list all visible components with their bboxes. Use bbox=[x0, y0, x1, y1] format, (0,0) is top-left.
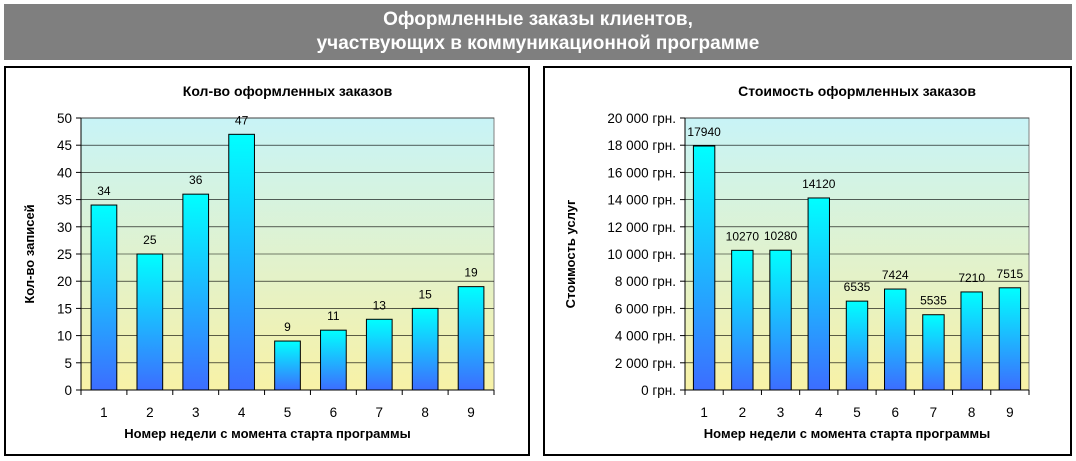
x-tick-label: 4 bbox=[815, 405, 823, 420]
data-label: 11 bbox=[327, 309, 340, 323]
x-tick-label: 6 bbox=[891, 405, 899, 420]
x-tick-label: 5 bbox=[853, 405, 861, 420]
data-label: 7515 bbox=[997, 267, 1024, 281]
bar bbox=[807, 197, 830, 391]
y-axis-title: Кол-во записей bbox=[22, 204, 37, 303]
page-header: Оформленные заказы клиентов, участвующих… bbox=[4, 4, 1072, 60]
y-tick-label: 30 bbox=[57, 220, 72, 235]
y-tick-label: 15 bbox=[57, 301, 72, 316]
data-label: 7210 bbox=[958, 271, 985, 285]
bar bbox=[731, 249, 754, 391]
y-tick-label: 6 000 грн. bbox=[615, 301, 676, 316]
bar bbox=[182, 193, 210, 391]
orders-count-chart-panel: 0 5 10 15 20 25 30 35 40 45 50 34 1 25 2 36 3 47 4 9 5 11 6 13 7… bbox=[4, 66, 530, 456]
header-title-line-2: участвующих в коммуникационной программе bbox=[316, 33, 760, 54]
x-tick-label: 3 bbox=[192, 405, 200, 420]
bar bbox=[960, 291, 983, 391]
y-axis-title: Стоимость услуг bbox=[563, 199, 578, 308]
orders-cost-chart-panel: 0 грн. 2 000 грн. 4 000 грн. 6 000 грн. 8 00… bbox=[543, 66, 1072, 456]
y-tick-label: 45 bbox=[57, 138, 72, 153]
data-label: 14120 bbox=[802, 177, 836, 191]
y-tick-label: 18 000 грн. bbox=[607, 138, 676, 153]
bar bbox=[320, 329, 347, 391]
x-tick-label: 6 bbox=[330, 405, 338, 420]
data-label: 7424 bbox=[882, 268, 909, 282]
data-label: 17940 bbox=[687, 125, 721, 139]
y-tick-label: 40 bbox=[57, 165, 72, 180]
x-tick-label: 1 bbox=[700, 405, 708, 420]
bar bbox=[884, 288, 907, 391]
y-tick-label: 10 000 грн. bbox=[607, 247, 676, 262]
bar bbox=[228, 133, 255, 391]
y-tick-label: 14 000 грн. bbox=[607, 193, 676, 208]
bar bbox=[457, 286, 485, 391]
data-label: 36 bbox=[189, 173, 203, 187]
x-tick-label: 9 bbox=[467, 405, 475, 420]
bar bbox=[845, 300, 869, 391]
data-label: 10270 bbox=[726, 229, 760, 243]
data-label: 5535 bbox=[920, 294, 947, 308]
x-tick-label: 2 bbox=[146, 405, 154, 420]
bar bbox=[411, 307, 439, 391]
y-tick-label: 8 000 грн. bbox=[615, 274, 676, 289]
bar bbox=[365, 318, 393, 391]
orders-cost-chart: 0 грн. 2 000 грн. 4 000 грн. 6 000 грн. 8 00… bbox=[563, 83, 1030, 441]
x-tick-label: 9 bbox=[1006, 405, 1014, 420]
x-tick-label: 5 bbox=[284, 405, 292, 420]
data-label: 6535 bbox=[844, 280, 871, 294]
y-tick-label: 20 bbox=[57, 274, 72, 289]
x-axis-title: Номер недели с момента старта программы bbox=[704, 426, 990, 441]
chart-title: Кол-во оформленных заказов bbox=[183, 83, 393, 99]
bar bbox=[998, 287, 1022, 391]
bar bbox=[90, 204, 118, 391]
header-title-line-1: Оформленные заказы клиентов, bbox=[383, 9, 693, 30]
bar bbox=[692, 145, 716, 391]
y-tick-label: 12 000 грн. bbox=[607, 220, 676, 235]
data-label: 13 bbox=[373, 298, 387, 312]
data-label: 34 bbox=[97, 184, 111, 198]
data-label: 9 bbox=[284, 320, 291, 334]
bar bbox=[136, 253, 164, 391]
y-tick-label: 5 bbox=[64, 356, 72, 371]
x-tick-label: 4 bbox=[238, 405, 246, 420]
y-tick-label: 35 bbox=[57, 193, 72, 208]
chart-title: Стоимость оформленных заказов bbox=[738, 83, 976, 99]
y-tick-label: 0 bbox=[64, 383, 72, 398]
x-tick-label: 8 bbox=[421, 405, 429, 420]
data-label: 47 bbox=[235, 113, 249, 127]
bar bbox=[274, 340, 301, 391]
data-label: 25 bbox=[143, 233, 157, 247]
data-label: 19 bbox=[464, 266, 478, 280]
y-tick-label: 2 000 грн. bbox=[615, 356, 676, 371]
y-tick-label: 50 bbox=[57, 111, 72, 126]
x-axis-title: Номер недели с момента старта программы bbox=[124, 426, 410, 441]
y-tick-label: 10 bbox=[57, 329, 72, 344]
y-tick-label: 16 000 грн. bbox=[607, 165, 676, 180]
y-tick-label: 20 000 грн. bbox=[607, 111, 676, 126]
x-tick-label: 7 bbox=[930, 405, 938, 420]
x-tick-label: 1 bbox=[100, 405, 108, 420]
y-tick-label: 0 грн. bbox=[641, 383, 676, 398]
data-label: 10280 bbox=[764, 229, 798, 243]
orders-count-chart: 0 5 10 15 20 25 30 35 40 45 50 34 1 25 2 36 3 47 4 9 5 11 6 13 7… bbox=[22, 83, 495, 441]
bar bbox=[922, 314, 945, 391]
x-tick-label: 3 bbox=[777, 405, 785, 420]
data-label: 15 bbox=[418, 287, 432, 301]
y-tick-label: 25 bbox=[57, 247, 72, 262]
x-tick-label: 7 bbox=[376, 405, 384, 420]
x-tick-label: 2 bbox=[739, 405, 747, 420]
bar bbox=[769, 249, 792, 391]
x-tick-label: 8 bbox=[968, 405, 976, 420]
y-tick-label: 4 000 грн. bbox=[615, 329, 676, 344]
